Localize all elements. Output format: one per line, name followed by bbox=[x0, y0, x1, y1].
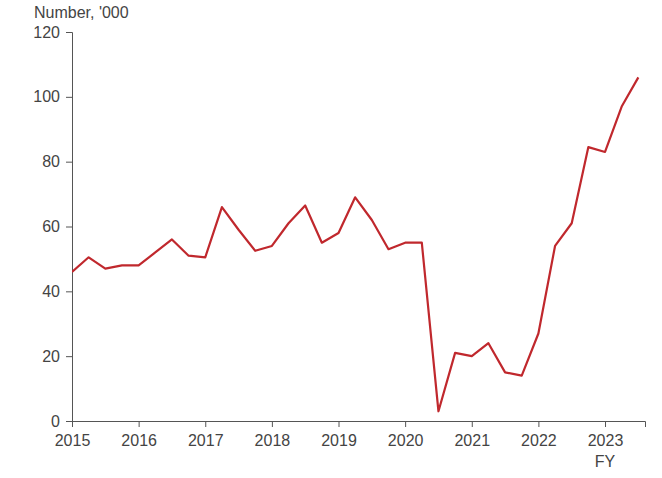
tick-mark bbox=[472, 421, 473, 427]
tick-label: 20 bbox=[42, 348, 60, 365]
y-axis: 0 20 40 60 80 100 120 bbox=[33, 24, 72, 430]
tick: 2020 bbox=[388, 421, 424, 449]
tick-label: 60 bbox=[42, 218, 60, 235]
plot: 0204060801001202015201620172018201920202… bbox=[33, 24, 645, 450]
tick-mark bbox=[66, 227, 72, 228]
tick: 2017 bbox=[188, 421, 224, 449]
tick-mark bbox=[139, 421, 140, 427]
tick-label: 100 bbox=[33, 88, 60, 105]
tick-mark bbox=[405, 421, 406, 427]
tick-label: 2022 bbox=[521, 432, 557, 449]
tick: 2019 bbox=[321, 421, 357, 449]
chart: 0204060801001202015201620172018201920202… bbox=[0, 0, 662, 478]
tick: 2023 bbox=[588, 421, 624, 449]
tick-mark bbox=[66, 356, 72, 357]
tick: 20 bbox=[42, 348, 72, 365]
tick: 2022 bbox=[521, 421, 557, 449]
tick-label: 0 bbox=[51, 413, 60, 430]
tick-mark bbox=[339, 421, 340, 427]
x-axis: 2015 2016 2017 2018 2019 2020 2021 2022 2023 bbox=[55, 421, 646, 449]
tick-label: 80 bbox=[42, 153, 60, 170]
tick-mark bbox=[66, 421, 72, 422]
tick-mark bbox=[66, 97, 72, 98]
tick-label: 2017 bbox=[188, 432, 224, 449]
tick-mark bbox=[538, 421, 539, 427]
tick: 2021 bbox=[454, 421, 490, 449]
y-axis-label: Number, '000 bbox=[34, 4, 129, 21]
tick-label: 2021 bbox=[454, 432, 490, 449]
tick-mark bbox=[66, 162, 72, 163]
marks bbox=[72, 77, 638, 411]
axis-line bbox=[66, 33, 73, 422]
tick: 2018 bbox=[255, 421, 291, 449]
tick: 2016 bbox=[121, 421, 157, 449]
tick-label: 2015 bbox=[55, 432, 91, 449]
tick-mark bbox=[66, 291, 72, 292]
axis-line bbox=[73, 422, 646, 428]
tick: 80 bbox=[42, 153, 72, 170]
tick: 60 bbox=[42, 218, 72, 235]
tick-label: 2020 bbox=[388, 432, 424, 449]
tick-mark bbox=[605, 421, 606, 427]
tick: 100 bbox=[33, 88, 72, 105]
tick: 40 bbox=[42, 283, 72, 300]
tick-label: 2019 bbox=[321, 432, 357, 449]
tick-mark bbox=[72, 421, 73, 427]
tick: 0 bbox=[51, 413, 72, 430]
tick-label: 2016 bbox=[121, 432, 157, 449]
line bbox=[72, 77, 638, 411]
tick-mark bbox=[272, 421, 273, 427]
tick-mark bbox=[205, 421, 206, 427]
tick-label: 2023 bbox=[588, 432, 624, 449]
tick-label: 120 bbox=[33, 24, 60, 41]
tick-label: 40 bbox=[42, 283, 60, 300]
tick: 2015 bbox=[55, 421, 91, 449]
x-axis-label: FY bbox=[595, 453, 616, 470]
tick-label: 2018 bbox=[255, 432, 291, 449]
tick-mark bbox=[66, 32, 72, 33]
tick: 120 bbox=[33, 24, 72, 41]
